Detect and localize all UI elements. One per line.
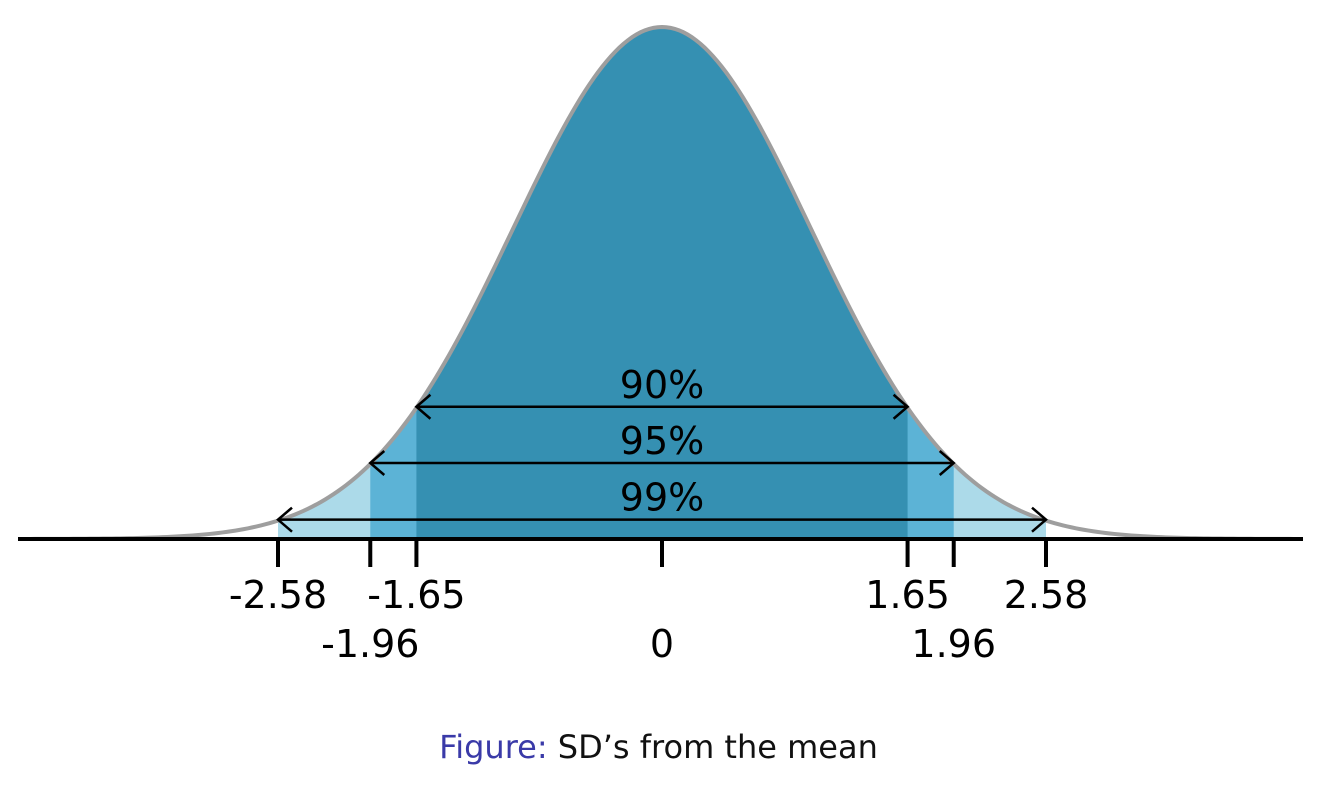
interval-arrowhead-left bbox=[368, 450, 386, 476]
normal-distribution-chart: -2.58 -1.96 -1.65 0 1.65 1.962.58 90% 95% 99% bbox=[18, 24, 1303, 666]
tick-label: 1.65 bbox=[865, 573, 950, 617]
shaded-regions bbox=[278, 27, 1046, 539]
interval-arrowhead-right bbox=[938, 450, 956, 476]
tick-label: -1.96 bbox=[321, 622, 419, 666]
interval-arrowhead-left bbox=[414, 393, 432, 420]
region-90 bbox=[416, 27, 908, 539]
interval-label: 99% bbox=[620, 476, 704, 520]
figure-caption: Figure: SD’s from the mean bbox=[0, 728, 1317, 766]
tick-label: -1.65 bbox=[367, 573, 465, 617]
tick-label: 1.96 bbox=[911, 622, 996, 666]
interval-arrowhead-right bbox=[1031, 506, 1048, 533]
caption-prefix: Figure: bbox=[439, 728, 548, 766]
tick-label: 2.58 bbox=[1004, 573, 1089, 617]
tick-label: 0 bbox=[650, 622, 674, 666]
tick-label: -2.58 bbox=[229, 573, 327, 617]
interval-label: 95% bbox=[620, 419, 704, 463]
interval-arrowhead-left bbox=[276, 506, 293, 533]
density-curve bbox=[21, 24, 1303, 541]
interval-arrowhead-right bbox=[892, 393, 910, 420]
caption-text: SD’s from the mean bbox=[557, 728, 878, 766]
interval-arrows: 90% 95% 99% bbox=[276, 363, 1048, 533]
x-axis-ticks: -2.58 -1.96 -1.65 0 1.65 1.962.58 bbox=[229, 539, 1088, 666]
interval-label: 90% bbox=[620, 363, 704, 407]
